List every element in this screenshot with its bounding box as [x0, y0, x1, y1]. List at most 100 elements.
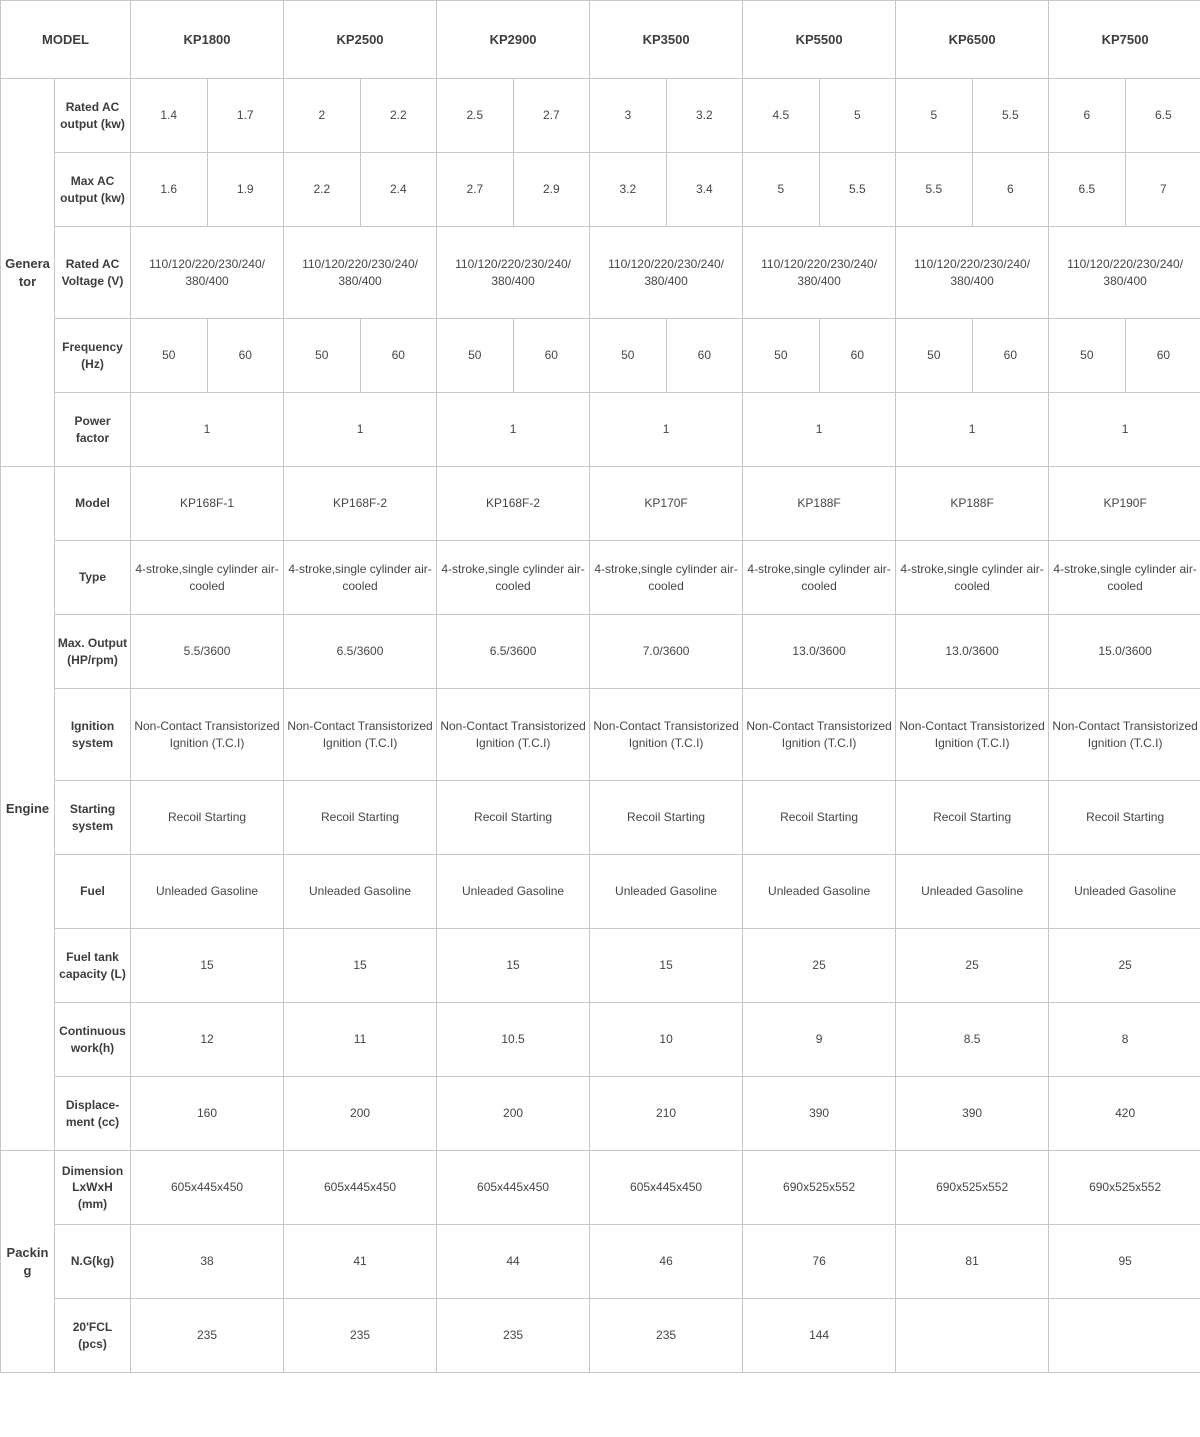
table-row: Frequency (Hz)50605060506050605060506050… — [1, 319, 1200, 393]
cell: 60 — [819, 319, 896, 393]
cell: Non-Contact Transistorized Ignition (T.C… — [284, 689, 437, 781]
cell: 60 — [513, 319, 590, 393]
table-row: Starting systemRecoil StartingRecoil Sta… — [1, 781, 1200, 855]
cell: 60 — [207, 319, 284, 393]
cell: Non-Contact Transistorized Ignition (T.C… — [896, 689, 1049, 781]
cell: KP188F — [743, 467, 896, 541]
cell: 15 — [131, 929, 284, 1003]
cell: 390 — [743, 1077, 896, 1151]
cell: 144 — [743, 1299, 896, 1373]
row-label: 20'FCL (pcs) — [55, 1299, 131, 1373]
cell: 1 — [1049, 393, 1200, 467]
cell: 1 — [284, 393, 437, 467]
cell: 41 — [284, 1225, 437, 1299]
cell: 13.0/3600 — [743, 615, 896, 689]
table-row: Power factor1111111 — [1, 393, 1200, 467]
row-label: Ignition system — [55, 689, 131, 781]
table-row: Ignition systemNon-Contact Transistorize… — [1, 689, 1200, 781]
cell: 235 — [284, 1299, 437, 1373]
cell: 38 — [131, 1225, 284, 1299]
cell: 4.5 — [743, 79, 820, 153]
cell: Unleaded Gasoline — [743, 855, 896, 929]
cell: 2.7 — [437, 153, 514, 227]
cell: Non-Contact Transistorized Ignition (T.C… — [743, 689, 896, 781]
cell: 420 — [1049, 1077, 1200, 1151]
cell: 6 — [1049, 79, 1126, 153]
section-label: Generator — [1, 79, 55, 467]
row-label: Frequency (Hz) — [55, 319, 131, 393]
cell: 15.0/3600 — [1049, 615, 1200, 689]
spec-table: MODELKP1800KP2500KP2900KP3500KP5500KP650… — [0, 0, 1200, 1373]
cell: 1.7 — [207, 79, 284, 153]
cell: 10 — [590, 1003, 743, 1077]
table-row: Type 4-stroke,single cylinder air-cooled 4… — [1, 541, 1200, 615]
table-row: Max. Output (HP/rpm)5.5/36006.5/36006.5/… — [1, 615, 1200, 689]
cell: 6.5/3600 — [284, 615, 437, 689]
cell: Recoil Starting — [131, 781, 284, 855]
cell: 5.5 — [896, 153, 973, 227]
cell: Non-Contact Transistorized Ignition (T.C… — [131, 689, 284, 781]
row-label: Continuous work(h) — [55, 1003, 131, 1077]
cell: Unleaded Gasoline — [284, 855, 437, 929]
table-row: Rated AC Voltage (V) 110/120/220/230/240/… — [1, 227, 1200, 319]
cell: 2.2 — [284, 153, 361, 227]
table-row: PackingDimension LxWxH (mm)605x445x45060… — [1, 1151, 1200, 1225]
cell: 4-stroke,single cylinder air-cooled — [1049, 541, 1200, 615]
cell: 50 — [437, 319, 514, 393]
cell: 95 — [1049, 1225, 1200, 1299]
table-header-row: MODELKP1800KP2500KP2900KP3500KP5500KP650… — [1, 1, 1200, 79]
row-label: N.G(kg) — [55, 1225, 131, 1299]
row-label: Type — [55, 541, 131, 615]
cell: KP170F — [590, 467, 743, 541]
cell: 5 — [819, 79, 896, 153]
table-row: 20'FCL (pcs)235235235235144 — [1, 1299, 1200, 1373]
row-label: Displace- ment (cc) — [55, 1077, 131, 1151]
row-label: Fuel tank capacity (L) — [55, 929, 131, 1003]
cell: Unleaded Gasoline — [896, 855, 1049, 929]
row-label: Max. Output (HP/rpm) — [55, 615, 131, 689]
cell — [896, 1299, 1049, 1373]
cell: 110/120/220/230/240/ 380/400 — [743, 227, 896, 319]
cell: 1 — [590, 393, 743, 467]
cell: 50 — [131, 319, 208, 393]
model-column-header: KP1800 — [131, 1, 284, 79]
cell: Non-Contact Transistorized Ignition (T.C… — [1049, 689, 1200, 781]
cell: 5.5 — [819, 153, 896, 227]
cell: 690x525x552 — [896, 1151, 1049, 1225]
cell: 390 — [896, 1077, 1049, 1151]
cell: Recoil Starting — [743, 781, 896, 855]
cell: KP188F — [896, 467, 1049, 541]
cell: Unleaded Gasoline — [590, 855, 743, 929]
cell: 200 — [437, 1077, 590, 1151]
cell — [1049, 1299, 1200, 1373]
cell: 7 — [1125, 153, 1200, 227]
cell: 7.0/3600 — [590, 615, 743, 689]
table-row: Fuel tank capacity (L)15151515252525 — [1, 929, 1200, 1003]
cell: Recoil Starting — [896, 781, 1049, 855]
cell: 110/120/220/230/240/ 380/400 — [896, 227, 1049, 319]
cell: 2.7 — [513, 79, 590, 153]
cell: Non-Contact Transistorized Ignition (T.C… — [437, 689, 590, 781]
cell: Recoil Starting — [284, 781, 437, 855]
cell: 5.5/3600 — [131, 615, 284, 689]
cell: 50 — [590, 319, 667, 393]
cell: 25 — [896, 929, 1049, 1003]
cell: 2 — [284, 79, 361, 153]
cell: 11 — [284, 1003, 437, 1077]
cell: 4-stroke,single cylinder air-cooled — [743, 541, 896, 615]
table-body: MODELKP1800KP2500KP2900KP3500KP5500KP650… — [1, 1, 1200, 1373]
cell: 1 — [437, 393, 590, 467]
cell: 76 — [743, 1225, 896, 1299]
cell: 690x525x552 — [1049, 1151, 1200, 1225]
cell: 3.2 — [666, 79, 743, 153]
cell: 60 — [1125, 319, 1200, 393]
cell: 46 — [590, 1225, 743, 1299]
table-row: Continuous work(h)121110.51098.58 — [1, 1003, 1200, 1077]
cell: 110/120/220/230/240/ 380/400 — [590, 227, 743, 319]
model-column-header: KP2500 — [284, 1, 437, 79]
row-label: Rated AC Voltage (V) — [55, 227, 131, 319]
cell: 3.4 — [666, 153, 743, 227]
cell: 15 — [437, 929, 590, 1003]
cell: 8.5 — [896, 1003, 1049, 1077]
table-row: EngineModelKP168F-1KP168F-2KP168F-2KP170… — [1, 467, 1200, 541]
